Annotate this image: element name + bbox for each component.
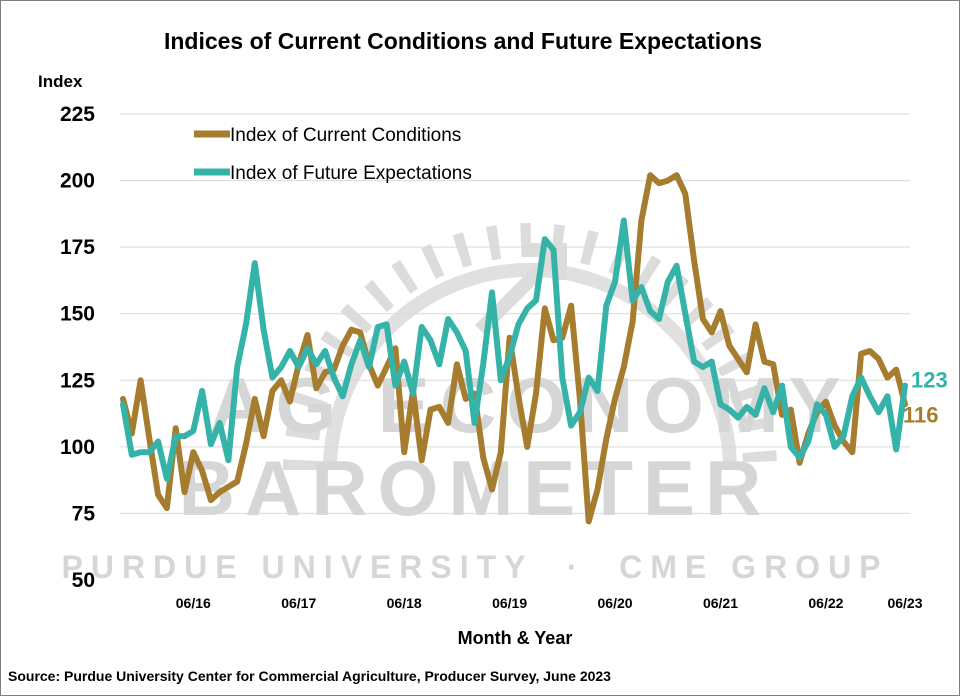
series-line-2 [120,217,908,482]
y-tick-label: 125 [60,369,95,392]
watermark-line-2: BAROMETER [179,444,772,532]
x-tick-label: 06/22 [808,595,843,611]
chart-title: Indices of Current Conditions and Future… [163,28,763,54]
y-tick-label: 175 [60,236,95,259]
x-axis-ticks: 06/16 06/17 06/18 06/19 06/20 06/21 06/22 06/23 [176,595,923,611]
watermark-gauge-ring [323,263,737,471]
legend-label: Index of Future Expectations [230,163,472,184]
y-tick-label: 150 [60,303,95,326]
end-value-label: 123 [911,368,948,393]
x-axis-label: Month & Year [457,628,573,648]
x-tick-label: 06/19 [492,595,527,611]
x-tick-label: 06/16 [176,595,211,611]
y-tick-label: 50 [72,569,95,592]
y-tick-label: 225 [60,103,95,126]
x-tick-label: 06/20 [598,595,633,611]
watermark-gauge-arc [283,223,777,471]
watermark-line-3: PURDUE UNIVERSITY · CME GROUP [61,549,888,585]
y-tick-label: 200 [60,170,95,193]
series-lines [120,172,908,525]
end-value-label: 116 [903,402,939,427]
y-tick-label: 100 [60,436,95,459]
x-tick-label: 06/21 [703,595,738,611]
x-tick-label: 06/17 [281,595,316,611]
source-note: Source: Purdue University Center for Com… [8,668,611,684]
series-line-1 [120,172,908,525]
legend-label: Index of Current Conditions [230,125,461,146]
y-axis-ticks: 50 75 100 125 150 175 200 225 [60,103,95,592]
x-tick-label: 06/23 [887,595,922,611]
y-axis-label: Index [38,72,83,91]
x-tick-label: 06/18 [387,595,422,611]
legend: Index of Current Conditions Index of Futu… [194,125,472,184]
y-tick-label: 75 [72,502,96,525]
